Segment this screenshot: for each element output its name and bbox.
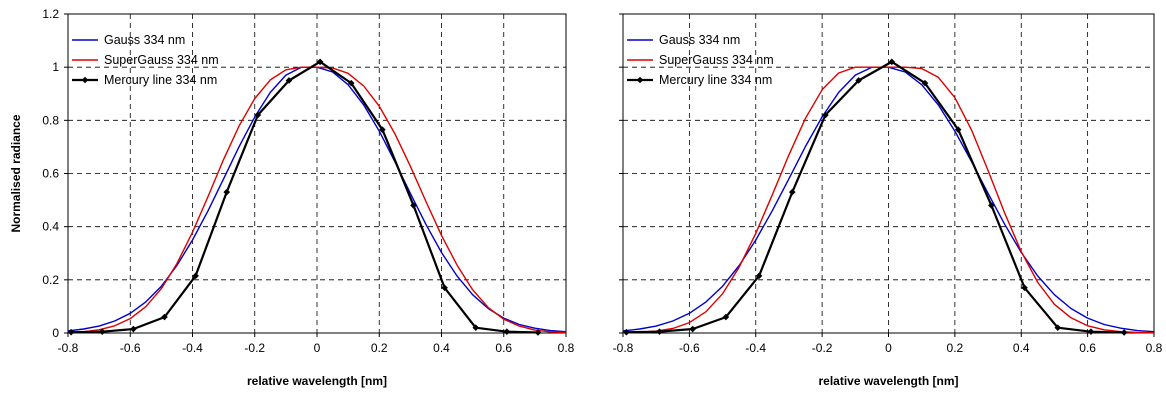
data-point <box>656 328 663 335</box>
chart-panel-2: -0.8 -0.6 -0.4 -0.2 0 0.2 0.4 0.6 0.8 relative wa… <box>613 13 1163 388</box>
data-point <box>1054 324 1062 331</box>
data-point <box>98 328 106 335</box>
x-tick-label: 0.6 <box>1079 341 1096 355</box>
data-point <box>921 79 929 87</box>
data-point <box>254 111 262 119</box>
data-point <box>441 284 448 292</box>
series-line-3 <box>71 60 539 334</box>
data-point <box>316 58 324 66</box>
data-point <box>689 325 696 333</box>
legend-marker <box>636 76 644 84</box>
series-line-2 <box>622 66 1155 334</box>
data-point <box>988 202 995 209</box>
x-tick-label: 0.8 <box>558 341 575 355</box>
x-axis-label: relative wavelength [nm] <box>818 374 958 388</box>
data-point <box>954 126 962 133</box>
y-tick-label: 0.2 <box>42 273 59 287</box>
x-tick-label: 0.2 <box>947 341 964 355</box>
y-tick-label: 1.2 <box>42 7 59 21</box>
legend-label-2: SuperGauss 334 nm <box>104 53 219 67</box>
y-tick-label: 1 <box>52 60 59 74</box>
data-point <box>347 79 355 87</box>
data-point <box>1120 329 1128 336</box>
series-line-3 <box>626 60 1125 334</box>
legend-marker <box>81 76 89 84</box>
data-point <box>888 58 896 66</box>
x-tick-label: 0.8 <box>1146 341 1163 355</box>
data-point <box>534 329 542 336</box>
y-tick-label: 0.4 <box>42 220 59 234</box>
data-point <box>1087 328 1095 335</box>
legend-label-3: Mercury line 334 nm <box>659 73 772 87</box>
data-point <box>161 313 168 321</box>
x-tick-label: 0.4 <box>1013 341 1030 355</box>
x-tick-label: -0.4 <box>745 341 766 355</box>
data-point <box>472 324 480 331</box>
x-tick-label: -0.8 <box>58 341 79 355</box>
data-point <box>503 328 511 335</box>
legend-label-3: Mercury line 334 nm <box>104 73 217 87</box>
legend-label-1: Gauss 334 nm <box>659 33 740 47</box>
data-point <box>130 325 137 333</box>
data-point <box>410 202 417 209</box>
x-tick-label: -0.2 <box>244 341 265 355</box>
data-point <box>855 77 862 84</box>
data-point <box>788 188 796 196</box>
x-tick-label: -0.2 <box>812 341 833 355</box>
x-tick-label: -0.4 <box>182 341 203 355</box>
x-tick-label: 0.2 <box>371 341 388 355</box>
x-tick-label: -0.8 <box>613 341 634 355</box>
x-tick-label: -0.6 <box>679 341 700 355</box>
data-point <box>822 111 829 119</box>
x-axis-label: relative wavelength [nm] <box>247 374 387 388</box>
x-tick-label: 0.4 <box>433 341 450 355</box>
x-tick-label: -0.6 <box>120 341 141 355</box>
data-point <box>755 272 763 280</box>
series-line-2 <box>67 66 567 334</box>
data-point <box>379 126 386 133</box>
x-tick-label: 0.6 <box>495 341 512 355</box>
y-tick-label: 0.6 <box>42 167 59 181</box>
y-tick-label: 0.8 <box>42 113 59 127</box>
x-tick-label: 0 <box>885 341 892 355</box>
chart-panel-1: -0.8 -0.6 -0.4 -0.2 0 0.2 0.4 0.6 0.8 0 0.2 0.4 0.6 0… <box>9 7 575 388</box>
data-point <box>1021 284 1028 292</box>
data-point <box>722 313 730 321</box>
data-point <box>223 188 231 196</box>
data-point <box>285 77 293 84</box>
data-point <box>623 328 630 336</box>
y-tick-label: 0 <box>52 326 59 340</box>
x-tick-label: 0 <box>314 341 321 355</box>
data-point <box>67 328 75 336</box>
data-point <box>192 272 199 280</box>
legend-label-2: SuperGauss 334 nm <box>659 53 774 67</box>
y-axis-label: Normalised radiance <box>9 114 23 232</box>
legend-label-1: Gauss 334 nm <box>104 33 185 47</box>
